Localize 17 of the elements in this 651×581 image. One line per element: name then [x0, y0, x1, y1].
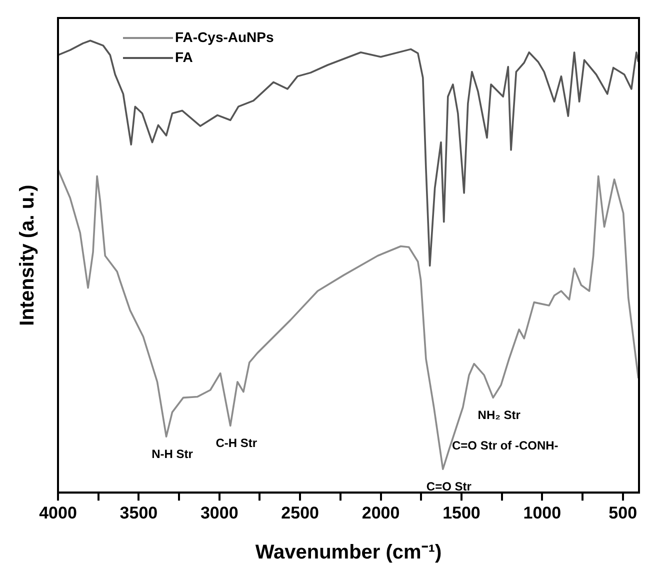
x-tick-label: 2000	[362, 503, 400, 522]
x-tick-label: 1500	[442, 503, 480, 522]
annotation: NH₂ Str	[478, 408, 521, 422]
x-tick-label: 3000	[200, 503, 238, 522]
annotation: C=O Str	[426, 479, 472, 494]
x-tick-label: 500	[608, 503, 638, 522]
annotation: C-H Str	[216, 436, 258, 450]
x-tick-label: 4000	[39, 503, 77, 522]
x-axis-title: Wavenumber (cm⁻¹)	[255, 542, 442, 564]
annotation: N-H Str	[152, 446, 194, 461]
legend-label: FA-Cys-AuNPs	[175, 28, 274, 45]
y-axis-title: Intensity (a. u.)	[16, 184, 39, 326]
x-tick-label: 3500	[120, 503, 158, 522]
x-tick-label: 2500	[281, 503, 319, 522]
annotation: C=O Str of -CONH-	[452, 438, 558, 453]
legend-label: FA	[175, 48, 193, 65]
x-tick-label: 1000	[523, 503, 562, 522]
